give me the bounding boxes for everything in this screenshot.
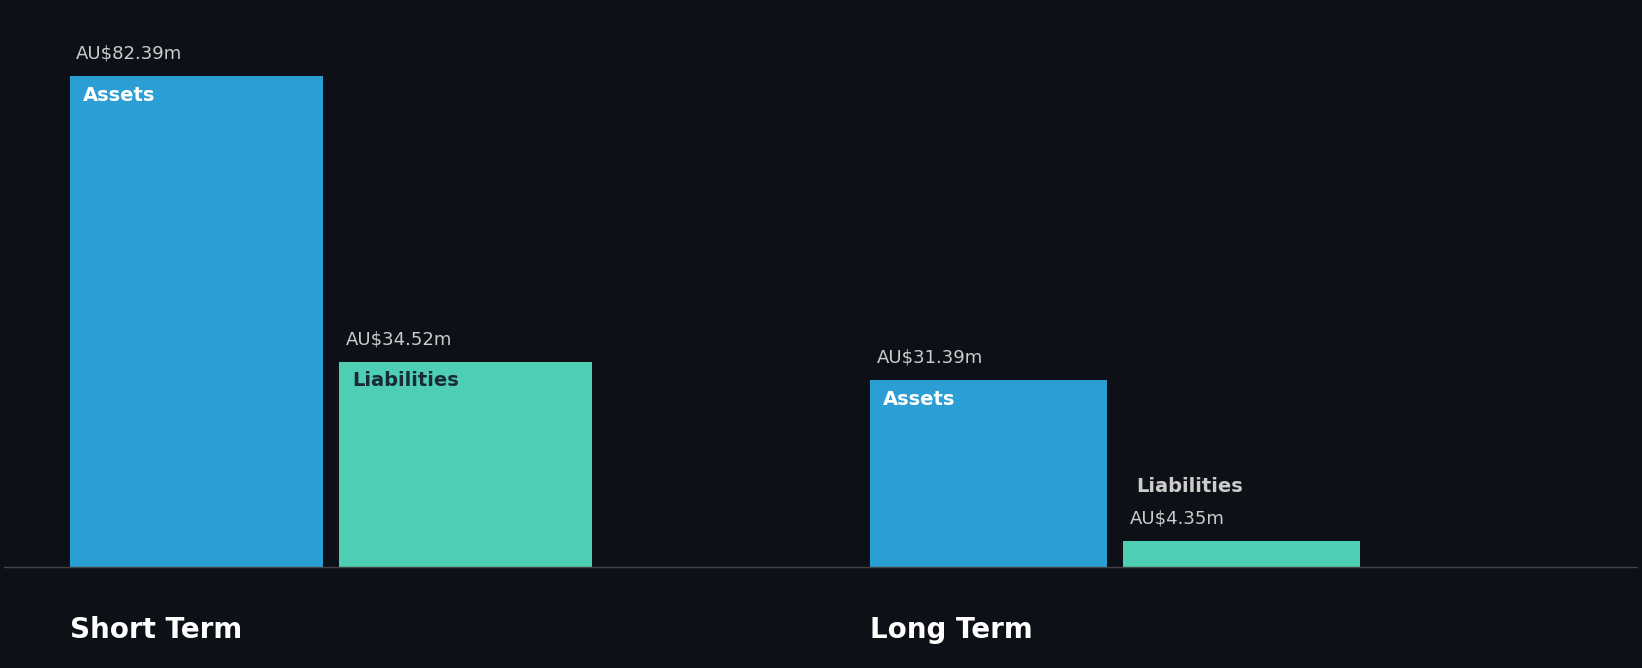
Text: AU$31.39m: AU$31.39m	[877, 349, 984, 367]
Bar	[870, 380, 1107, 567]
Bar	[69, 76, 323, 567]
Text: Liabilities: Liabilities	[1136, 477, 1243, 496]
Text: AU$34.52m: AU$34.52m	[345, 330, 452, 348]
Text: AU$82.39m: AU$82.39m	[76, 45, 182, 63]
Text: Assets: Assets	[82, 86, 154, 105]
Text: AU$4.35m: AU$4.35m	[1130, 510, 1225, 528]
Bar	[1123, 541, 1360, 567]
Text: Long Term: Long Term	[870, 616, 1033, 643]
Text: Assets: Assets	[883, 390, 956, 409]
Text: Liabilities: Liabilities	[351, 371, 458, 390]
Bar	[338, 361, 593, 567]
Text: Short Term: Short Term	[69, 616, 241, 643]
